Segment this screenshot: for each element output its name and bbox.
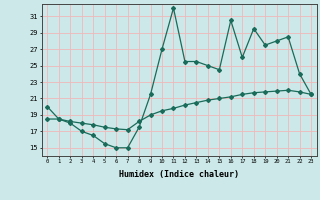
X-axis label: Humidex (Indice chaleur): Humidex (Indice chaleur) [119,170,239,179]
